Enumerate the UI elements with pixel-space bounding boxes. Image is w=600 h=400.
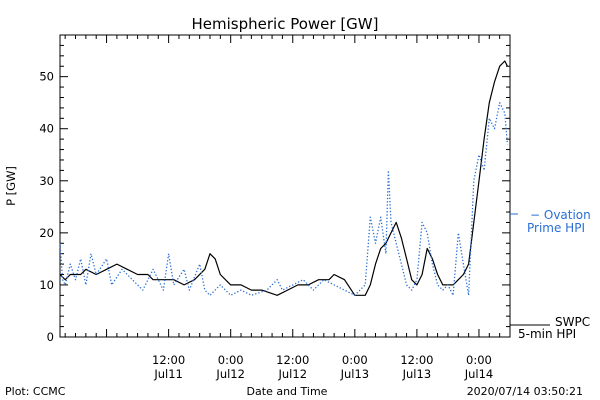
x-tick-label-date: Jul13 xyxy=(402,367,432,381)
series-layer xyxy=(59,60,509,296)
legend-ovation-line2: Prime HPI xyxy=(527,221,585,235)
x-tick-label-time: 12:00 xyxy=(276,353,309,367)
y-tick-label: 20 xyxy=(39,226,54,240)
timestamp: 2020/07/14 03:50:21 xyxy=(467,385,583,398)
plot-credit: Plot: CCMC xyxy=(5,385,66,398)
legend-ovation-line1: − Ovation xyxy=(530,208,591,222)
x-axis-label: Date and Time xyxy=(247,385,328,398)
series-ovation-line xyxy=(59,102,509,296)
y-tick-label: 0 xyxy=(47,330,54,344)
y-tick-label: 10 xyxy=(39,278,54,292)
x-tick-label-time: 0:00 xyxy=(218,353,244,367)
x-tick-label-time: 0:00 xyxy=(466,353,492,367)
legend-ovation: − Ovation Prime HPI xyxy=(510,208,591,235)
x-tick-label-date: Jul14 xyxy=(464,367,494,381)
x-tick-label-date: Jul11 xyxy=(153,367,183,381)
x-tick-label-time: 0:00 xyxy=(342,353,368,367)
series-swpc-line xyxy=(59,60,508,296)
plot-frame xyxy=(59,34,511,338)
y-tick-label: 50 xyxy=(39,70,54,84)
x-tick-label-time: 12:00 xyxy=(400,353,433,367)
x-tick-label-time: 12:00 xyxy=(152,353,185,367)
y-tick-label: 40 xyxy=(39,122,54,136)
chart-title: Hemispheric Power [GW] xyxy=(192,15,379,33)
legend-swpc: SWPC 5-min HPI xyxy=(510,315,590,341)
x-axis: 12:00Jul110:00Jul1212:00Jul120:00Jul1312… xyxy=(64,35,501,381)
legend-swpc-line1: SWPC xyxy=(555,315,590,329)
y-axis: 0 10 20 30 40 50 xyxy=(39,44,510,344)
y-tick-label: 30 xyxy=(39,174,54,188)
x-tick-label-date: Jul12 xyxy=(215,367,245,381)
x-tick-label-date: Jul13 xyxy=(340,367,370,381)
legend-swpc-line2: 5-min HPI xyxy=(518,327,576,341)
y-axis-label: P [GW] xyxy=(4,166,18,206)
x-tick-label-date: Jul12 xyxy=(278,367,308,381)
